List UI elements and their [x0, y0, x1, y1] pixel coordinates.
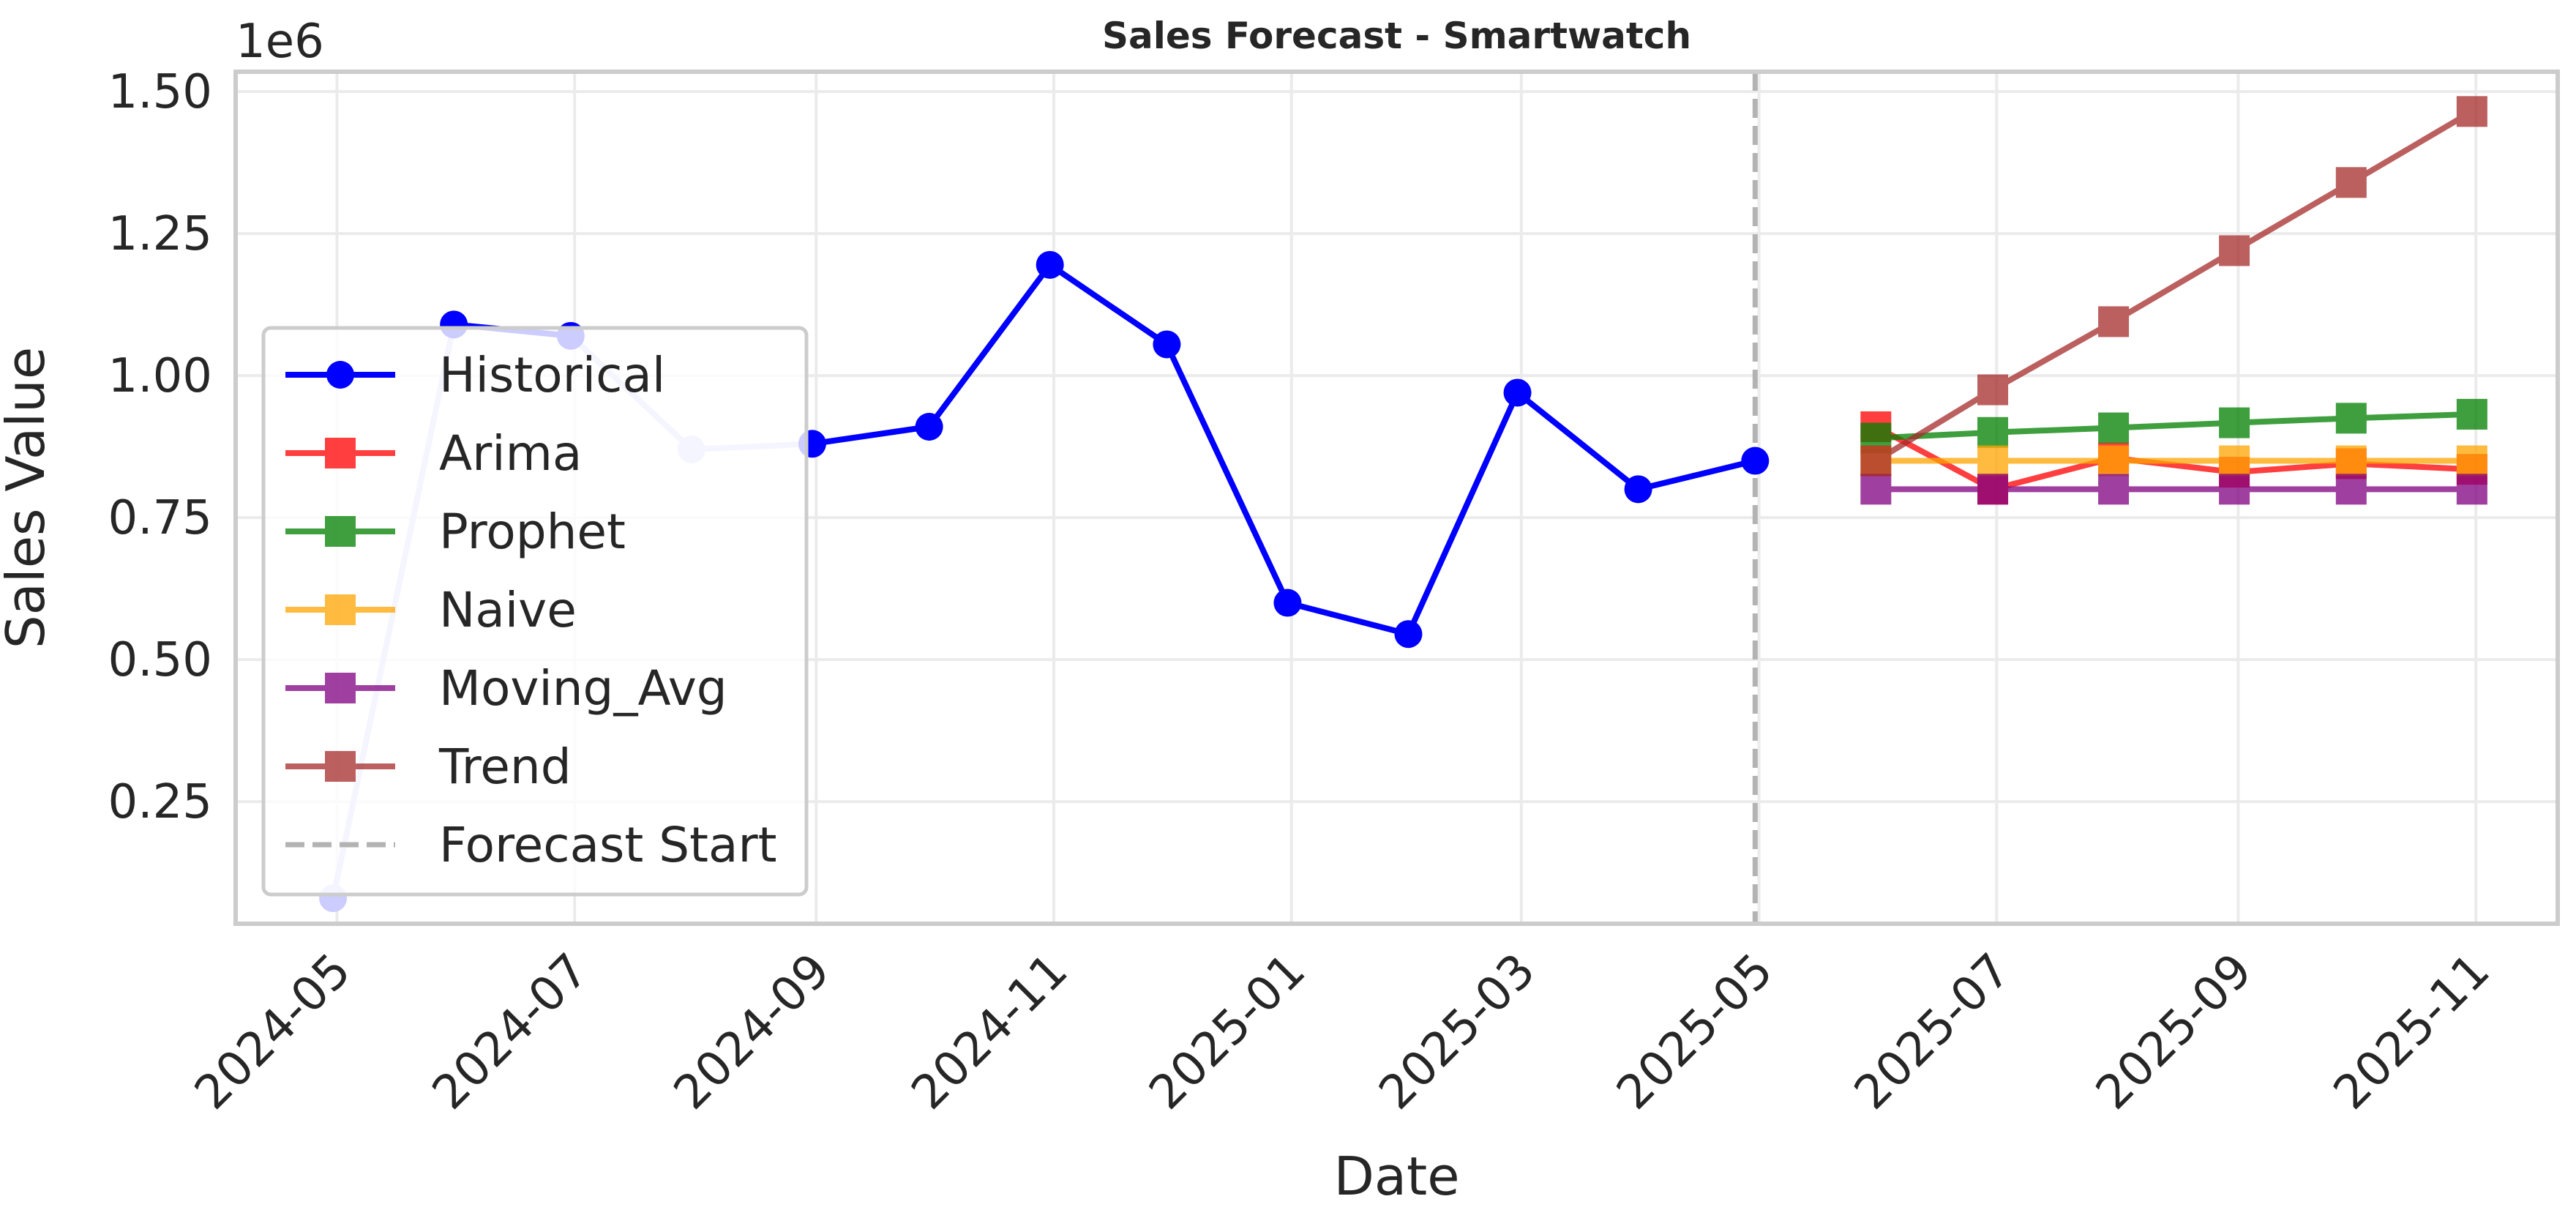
historical-marker	[1624, 475, 1652, 504]
legend-item-prophet: Prophet	[285, 504, 626, 560]
legend-label: Prophet	[439, 504, 626, 560]
legend-box	[261, 326, 809, 897]
series-marker	[2456, 474, 2487, 505]
historical-segment	[1514, 389, 1641, 493]
historical-marker	[1036, 250, 1064, 279]
legend-swatch-marker	[325, 438, 356, 468]
legend-item-arima: Arima	[285, 425, 582, 482]
legend-swatch-marker	[325, 594, 356, 625]
legend-label: Historical	[439, 347, 665, 403]
legend-item-trend: Trend	[285, 739, 572, 795]
y-tick-label: 1.50	[108, 65, 213, 119]
y-tick-label: 1.25	[108, 207, 213, 261]
legend-swatch	[285, 673, 395, 703]
chart-title: Sales Forecast - Smartwatch	[1102, 15, 1691, 57]
legend: Historical Arima Prophet Naive Moving_Avg Tre…	[261, 326, 809, 897]
legend-item-historical: Historical	[285, 347, 665, 403]
series-prophet	[1860, 398, 2487, 454]
historical-marker	[915, 413, 943, 441]
series-marker	[2098, 474, 2130, 505]
historical-marker	[1153, 330, 1181, 359]
series-marker	[2219, 445, 2250, 477]
y-tick-labels: 0.25 0.50 0.75 1.00 1.25 1.50	[108, 65, 213, 829]
series-line	[1874, 424, 2473, 493]
y-tick-label: 0.75	[108, 491, 213, 545]
series-marker	[2456, 445, 2487, 477]
series-marker	[1860, 445, 1892, 477]
historical-segment	[809, 424, 932, 447]
legend-item-forecast-start: Forecast Start	[285, 817, 776, 873]
legend-swatch-marker	[325, 673, 356, 703]
legend-label: Moving_Avg	[439, 660, 727, 717]
historical-series	[319, 250, 1770, 913]
y-tick-label: 1.00	[108, 349, 213, 403]
historical-marker	[1273, 589, 1302, 617]
plot-frame	[233, 70, 2560, 926]
legend-item-naive: Naive	[285, 582, 577, 638]
series-marker	[2219, 407, 2250, 438]
legend-label: Forecast Start	[439, 817, 776, 873]
legend-swatch-marker	[325, 516, 356, 547]
legend-swatch	[285, 751, 395, 782]
legend-label: Trend	[438, 739, 572, 795]
y-axis-offset-text: 1e6	[236, 15, 324, 69]
series-marker	[1977, 474, 2009, 505]
historical-segment	[1284, 599, 1412, 638]
y-axis-label: Sales Value	[0, 347, 56, 649]
historical-marker	[1503, 378, 1532, 407]
y-tick-label: 0.25	[108, 775, 213, 829]
series-trend	[1860, 96, 2487, 477]
series-moving-avg	[1860, 474, 2487, 505]
legend-swatch	[285, 594, 395, 625]
legend-label: Naive	[439, 582, 577, 638]
series-marker	[2098, 445, 2130, 477]
legend-label: Arima	[439, 425, 582, 482]
series-marker	[2335, 445, 2367, 477]
series-marker	[1977, 374, 2009, 406]
series-marker	[1860, 474, 1892, 505]
y-tick-label: 0.50	[108, 633, 213, 687]
x-axis-label: Date	[1333, 1146, 1459, 1207]
legend-swatch	[285, 438, 395, 468]
series-marker	[2219, 474, 2250, 505]
series-line	[1876, 411, 2473, 441]
historical-segment	[1046, 261, 1170, 348]
legend-swatch-marker	[325, 751, 356, 782]
historical-marker	[1394, 620, 1423, 649]
series-marker	[2456, 96, 2487, 127]
series-marker	[1977, 445, 2009, 477]
historical-segment	[1164, 341, 1291, 606]
series-marker	[2098, 306, 2130, 337]
series-marker	[2456, 398, 2487, 430]
historical-segment	[1405, 389, 1521, 638]
series-marker	[2219, 235, 2250, 266]
historical-segment	[926, 261, 1053, 430]
historical-marker	[1741, 447, 1770, 475]
series-marker	[2335, 403, 2367, 434]
series-marker	[2335, 474, 2367, 505]
legend-swatch	[285, 516, 395, 547]
series-marker	[2098, 412, 2130, 444]
series-line	[1874, 108, 2474, 463]
historical-segment	[1635, 457, 1759, 493]
legend-swatch-marker	[326, 361, 354, 389]
series-marker	[1977, 416, 2009, 448]
series-marker	[2335, 167, 2367, 198]
legend-item-moving-avg: Moving_Avg	[285, 660, 727, 717]
series-lines	[1860, 96, 2487, 505]
